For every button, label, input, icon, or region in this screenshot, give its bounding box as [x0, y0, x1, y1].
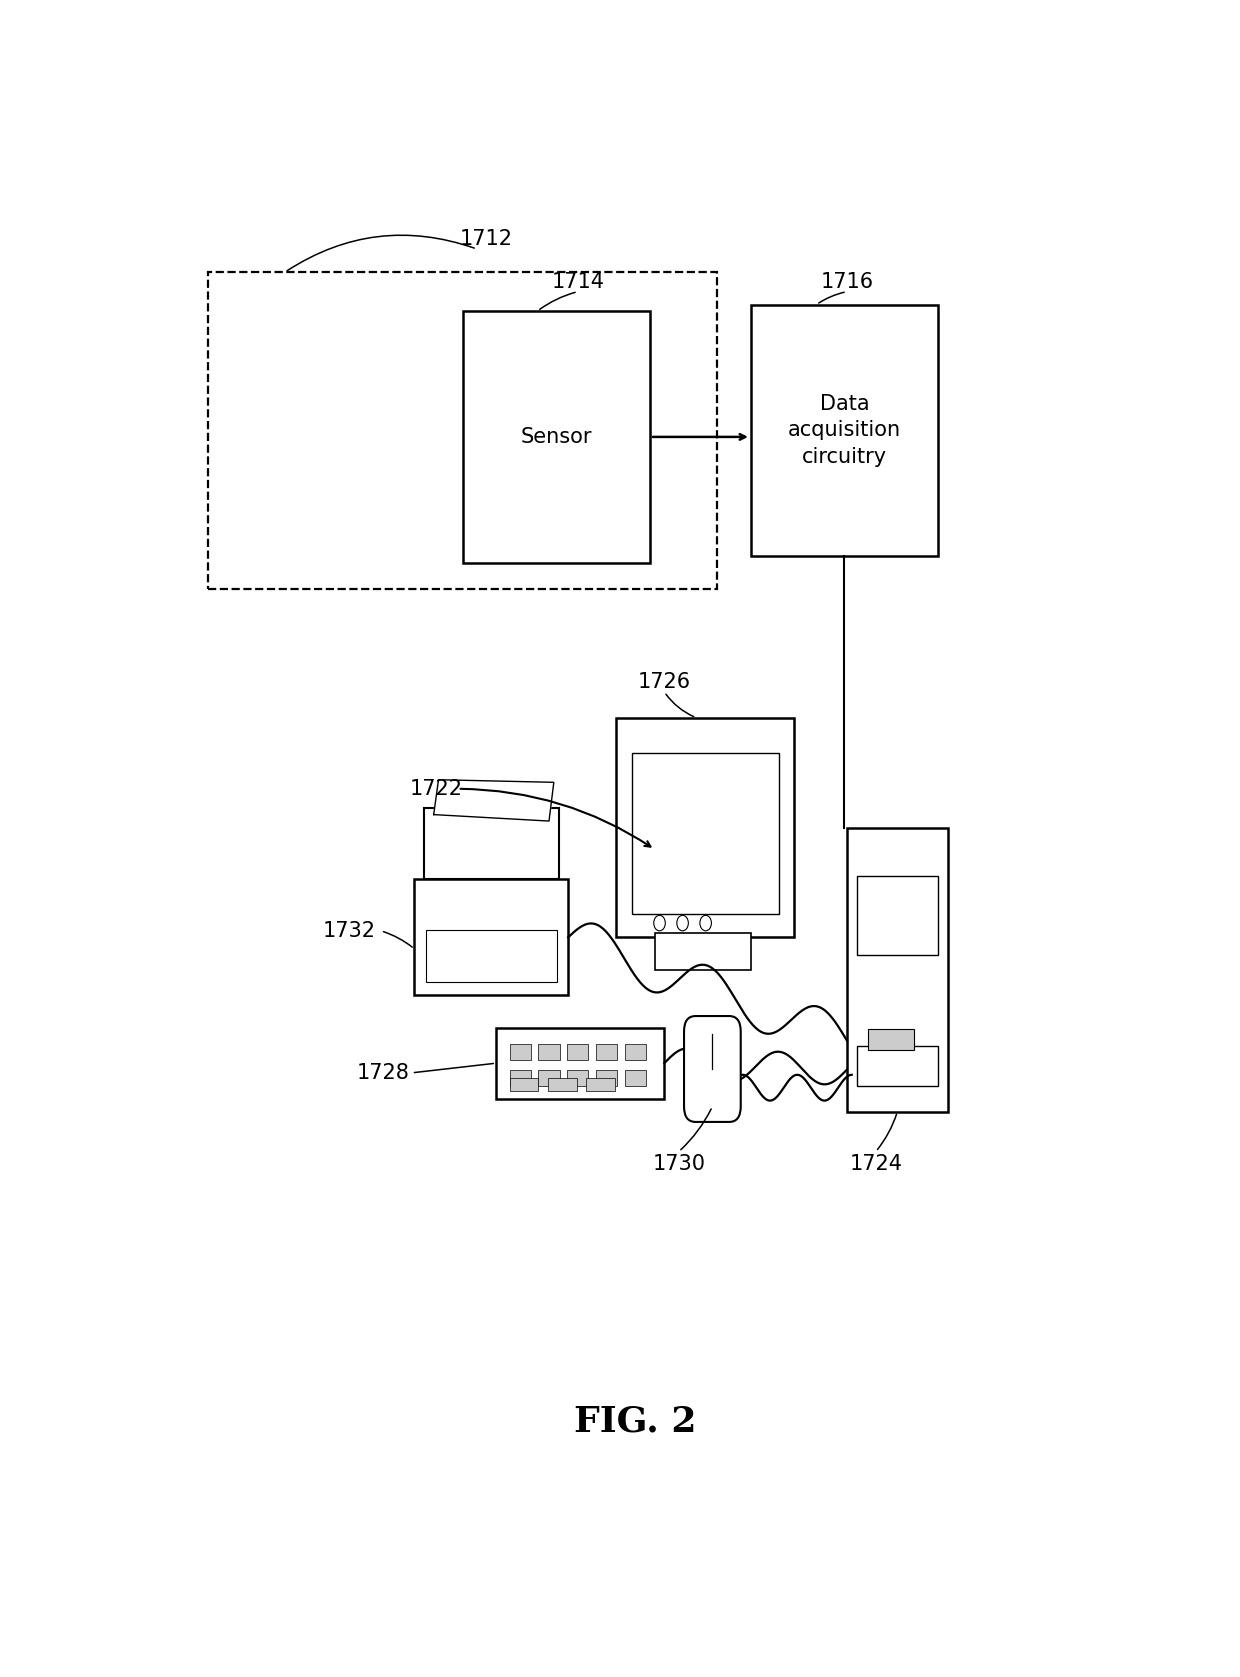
Text: Data
acquisition
circuitry: Data acquisition circuitry [787, 394, 901, 466]
Bar [538, 1045, 559, 1060]
Bar [751, 305, 939, 557]
Circle shape [677, 916, 688, 931]
Bar [625, 1070, 646, 1085]
Bar [414, 879, 568, 996]
Bar [510, 1078, 538, 1092]
Bar [655, 934, 751, 969]
Bar [857, 875, 939, 956]
Text: 1730: 1730 [652, 1154, 706, 1174]
Text: 1728: 1728 [357, 1063, 409, 1083]
Bar [616, 718, 794, 937]
Text: 1732: 1732 [324, 921, 376, 941]
Bar [587, 1078, 615, 1092]
Bar [510, 1045, 531, 1060]
Text: 1726: 1726 [637, 672, 691, 693]
Bar [868, 1030, 914, 1050]
Circle shape [699, 916, 712, 931]
Text: 1724: 1724 [849, 1154, 903, 1174]
Text: 1712: 1712 [460, 230, 513, 248]
Bar [424, 808, 559, 879]
Text: 1722: 1722 [409, 778, 463, 798]
Bar [567, 1045, 589, 1060]
Bar [427, 931, 557, 983]
Bar [208, 272, 717, 589]
Bar [496, 1028, 665, 1098]
Bar [538, 1070, 559, 1085]
Text: 1716: 1716 [821, 272, 873, 292]
Circle shape [653, 916, 666, 931]
Bar [857, 1046, 939, 1085]
Bar [596, 1045, 618, 1060]
Bar [596, 1070, 618, 1085]
Text: Sensor: Sensor [521, 428, 591, 446]
Bar [625, 1045, 646, 1060]
Text: 1714: 1714 [552, 272, 604, 292]
Bar [510, 1070, 531, 1085]
Bar [847, 827, 947, 1112]
Bar [463, 310, 650, 563]
Bar [631, 753, 779, 914]
Bar [567, 1070, 589, 1085]
FancyBboxPatch shape [684, 1016, 740, 1122]
Text: FIG. 2: FIG. 2 [574, 1405, 697, 1439]
Polygon shape [434, 780, 554, 822]
Bar [548, 1078, 577, 1092]
